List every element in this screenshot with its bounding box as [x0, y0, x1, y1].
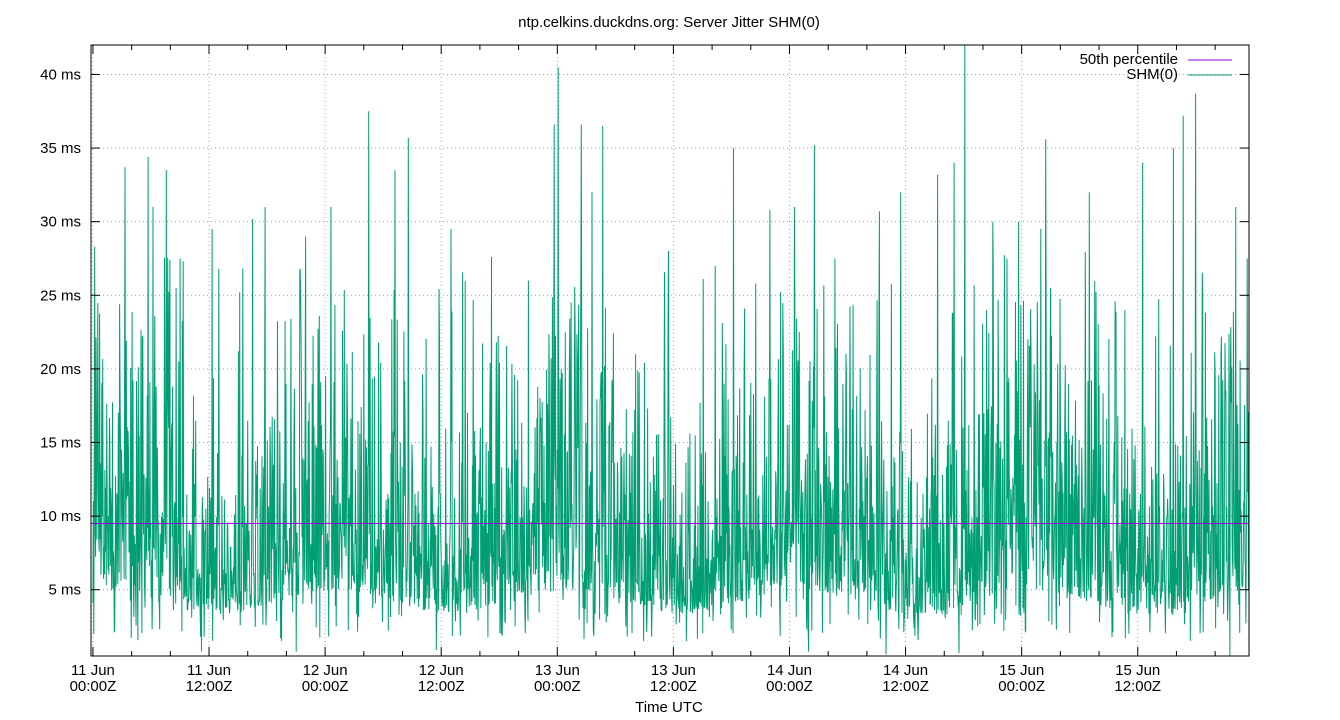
y-tick-label: 40 ms — [40, 66, 81, 83]
legend-label: SHM(0) — [1126, 66, 1178, 83]
y-tick-label: 25 ms — [40, 287, 81, 304]
y-tick-label: 35 ms — [40, 140, 81, 157]
plot-frame — [90, 44, 1250, 657]
x-tick-label: 00:00Z — [70, 678, 117, 695]
x-tick-label: 12:00Z — [882, 678, 929, 695]
plot-area — [91, 44, 1250, 657]
x-axis-label: Time UTC — [635, 699, 703, 716]
x-tick-label: 12:00Z — [186, 678, 233, 695]
y-tick-label: 15 ms — [40, 435, 81, 452]
y-tick-label: 5 ms — [48, 582, 81, 599]
x-tick-label: 12:00Z — [418, 678, 465, 695]
x-tick-label: 11 Jun — [71, 662, 115, 679]
y-tick-label: 20 ms — [40, 361, 81, 378]
series-shm0-line — [92, 44, 1250, 657]
x-tick-label: 14 Jun — [883, 662, 928, 679]
x-tick-label: 14 Jun — [767, 662, 812, 679]
x-tick-label: 00:00Z — [998, 678, 1045, 695]
x-tick-label: 15 Jun — [1115, 662, 1160, 679]
x-tick-label: 13 Jun — [651, 662, 696, 679]
x-tick-label: 00:00Z — [534, 678, 581, 695]
chart-title: ntp.celkins.duckdns.org: Server Jitter S… — [518, 14, 820, 31]
x-tick-label: 00:00Z — [766, 678, 813, 695]
x-tick-label: 13 Jun — [535, 662, 580, 679]
axis-ticks — [91, 45, 1249, 656]
x-tick-label: 00:00Z — [302, 678, 349, 695]
x-tick-label: 11 Jun — [187, 662, 231, 679]
tick-labels: 5 ms 10 ms 15 ms 20 ms 25 ms 30 ms 35 ms 40 ms 1… — [40, 66, 1161, 695]
x-tick-label: 12 Jun — [419, 662, 464, 679]
y-tick-label: 30 ms — [40, 214, 81, 231]
x-tick-label: 12:00Z — [1114, 678, 1161, 695]
x-tick-label: 12 Jun — [303, 662, 348, 679]
legend-label: 50th percentile — [1080, 51, 1178, 68]
x-tick-label: 12:00Z — [650, 678, 697, 695]
y-tick-label: 10 ms — [40, 508, 81, 525]
x-tick-label: 15 Jun — [999, 662, 1044, 679]
